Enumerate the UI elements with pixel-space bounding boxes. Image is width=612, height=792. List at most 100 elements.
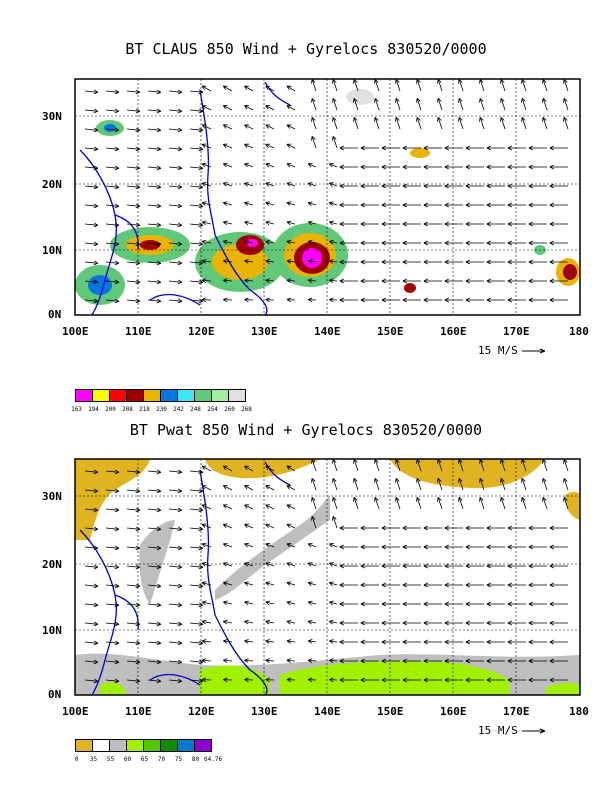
legend-swatch: [92, 389, 110, 402]
wind-vector: [147, 89, 162, 95]
wind-vector: [126, 203, 141, 209]
wind-vector: [507, 240, 526, 246]
wind-vector: [549, 221, 568, 227]
wind-vector: [189, 260, 204, 266]
wind-vector: [147, 583, 162, 589]
wind-vector: [528, 620, 547, 626]
wind-vector: [223, 278, 233, 283]
legend-label: 75: [174, 756, 183, 763]
wind-vector: [360, 563, 379, 569]
wind-vector: [189, 222, 204, 228]
wind-vector: [528, 639, 547, 645]
wind-vector: [168, 640, 183, 646]
wind-vector: [105, 564, 120, 570]
wind-vector: [222, 562, 233, 567]
wind-vector: [549, 183, 568, 189]
wind-vector: [307, 639, 317, 644]
wind-vector: [381, 582, 400, 588]
wind-vector: [189, 279, 204, 285]
wind-vector: [307, 619, 317, 625]
wind-vector: [423, 525, 442, 531]
wind-vector: [423, 297, 442, 303]
wind-vector: [329, 182, 338, 187]
wind-vector: [168, 545, 183, 551]
wind-vector: [201, 504, 212, 510]
wind-vector: [458, 79, 464, 92]
wind-vector: [168, 184, 183, 190]
wind-vector: [465, 221, 484, 227]
wind-vector: [381, 145, 400, 151]
wind-vector: [307, 239, 317, 245]
wind-vector: [244, 85, 254, 92]
wind-vector: [84, 583, 99, 589]
legend-swatch: [160, 389, 178, 402]
wind-vector: [307, 658, 317, 663]
wind-vector: [265, 542, 275, 548]
wind-vector: [381, 240, 400, 246]
wind-vector: [311, 478, 317, 491]
wind-vector: [528, 164, 547, 170]
wind-vector: [360, 240, 379, 246]
wind-vector: [189, 545, 204, 551]
wind-vector: [402, 278, 421, 284]
wind-vector: [339, 525, 358, 531]
wind-vector: [360, 639, 379, 645]
wind-vector: [189, 89, 204, 95]
wind-vector: [374, 79, 380, 92]
wind-vector: [402, 639, 421, 645]
wind-vector: [126, 469, 141, 475]
wind-vector: [500, 79, 506, 92]
wind-vector: [168, 165, 183, 171]
wind-vector: [201, 182, 212, 187]
wind-vector: [311, 79, 317, 92]
wind-vector: [147, 279, 162, 285]
wind-vector: [381, 259, 400, 265]
wind-vector: [423, 240, 442, 246]
wind-vector: [168, 108, 183, 114]
wind-vector: [528, 601, 547, 607]
panel2-lat-label: 0N: [48, 688, 62, 701]
wind-vector: [479, 117, 485, 130]
wind-vector: [402, 164, 421, 170]
wind-vector: [84, 545, 99, 551]
wind-vector: [244, 259, 254, 264]
wind-vector: [423, 259, 442, 265]
wind-vector: [189, 659, 204, 665]
legend-swatch: [126, 739, 144, 752]
wind-vector: [168, 203, 183, 209]
wind-vector: [521, 98, 527, 111]
panel2-ref-vector-label: 15 M/S: [478, 724, 518, 737]
wind-vector: [265, 504, 275, 510]
wind-vector: [147, 108, 162, 114]
wind-vector: [507, 582, 526, 588]
wind-vector: [381, 601, 400, 607]
wind-vector: [549, 145, 568, 151]
wind-vector: [286, 105, 296, 111]
wind-vector: [189, 203, 204, 209]
wind-vector: [189, 621, 204, 627]
wind-vector: [265, 124, 275, 130]
wind-vector: [201, 162, 212, 168]
wind-vector: [222, 162, 233, 168]
wind-vector: [201, 278, 212, 283]
wind-vector: [265, 85, 275, 92]
panel2-legend: [75, 739, 212, 752]
wind-vector: [84, 526, 99, 532]
wind-vector: [244, 143, 254, 149]
wind-vector: [244, 485, 254, 491]
wind-vector: [105, 526, 120, 532]
wind-vector: [265, 297, 275, 303]
wind-vector: [244, 542, 254, 548]
wind-vector: [444, 221, 463, 227]
wind-vector: [500, 478, 506, 491]
wind-vector: [528, 582, 547, 588]
legend-swatch: [194, 389, 212, 402]
wind-vector: [286, 677, 296, 683]
wind-vector: [549, 677, 568, 683]
wind-vector: [507, 677, 526, 683]
wind-vector: [479, 459, 485, 472]
wind-vector: [402, 240, 421, 246]
wind-vector: [416, 79, 422, 92]
wind-vector: [542, 79, 548, 92]
wind-vector: [84, 488, 99, 494]
